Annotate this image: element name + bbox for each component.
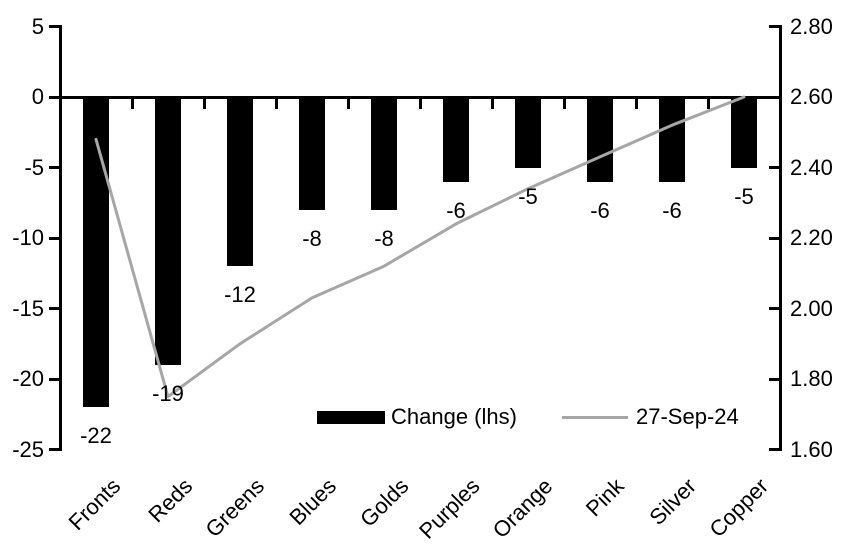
bar-fronts bbox=[83, 98, 109, 408]
bar-purples bbox=[443, 98, 469, 182]
category-boundary-tick bbox=[706, 98, 710, 109]
right-axis-tick-label: 2.80 bbox=[790, 13, 833, 39]
bar-pink bbox=[587, 98, 613, 182]
bar-value-label: -5 bbox=[518, 183, 538, 209]
bar-value-label: -19 bbox=[152, 380, 184, 406]
bar-value-label: -5 bbox=[734, 183, 754, 209]
right-axis-tick bbox=[768, 307, 779, 310]
category-boundary-tick bbox=[346, 98, 350, 109]
right-axis-tick bbox=[768, 95, 779, 99]
bar-value-label: -8 bbox=[374, 225, 394, 251]
category-boundary-tick bbox=[274, 98, 278, 109]
bar-golds bbox=[371, 98, 397, 210]
x-axis-zero-line bbox=[58, 95, 782, 99]
category-boundary-tick bbox=[418, 98, 422, 109]
left-axis-tick bbox=[48, 236, 59, 240]
category-boundary-tick bbox=[202, 98, 206, 109]
line-path bbox=[94, 95, 746, 399]
right-axis-tick-label: 2.00 bbox=[790, 295, 833, 321]
right-axis-tick-label: 2.60 bbox=[790, 84, 833, 109]
left-axis-tick-label: -5 bbox=[24, 154, 44, 180]
bar-value-label: -6 bbox=[446, 197, 466, 223]
right-axis-tick bbox=[768, 377, 779, 381]
legend-line-swatch bbox=[562, 416, 628, 419]
right-axis-tick bbox=[768, 166, 779, 169]
left-axis-line bbox=[58, 25, 62, 451]
category-boundary-tick bbox=[130, 98, 134, 109]
legend-line-label: 27-Sep-24 bbox=[636, 404, 739, 429]
bar-value-label: -22 bbox=[80, 423, 112, 449]
left-axis-tick-label: -20 bbox=[12, 366, 44, 391]
left-axis-tick-label: -10 bbox=[12, 225, 44, 250]
left-axis-tick-label: 0 bbox=[31, 84, 44, 109]
left-axis-tick-label: -15 bbox=[12, 295, 44, 321]
bar-blues bbox=[299, 98, 325, 210]
category-boundary-tick bbox=[490, 98, 494, 109]
right-axis-tick bbox=[768, 236, 779, 240]
left-axis-tick bbox=[48, 307, 59, 310]
bar-silver bbox=[659, 98, 685, 182]
right-axis-tick bbox=[768, 25, 779, 28]
left-axis-tick-label: -25 bbox=[12, 436, 44, 462]
left-axis-tick bbox=[48, 95, 59, 99]
legend-bar-swatch bbox=[317, 411, 385, 424]
category-boundary-tick bbox=[562, 98, 566, 109]
bar-value-label: -6 bbox=[662, 197, 682, 223]
bar-orange bbox=[515, 98, 541, 168]
category-boundary-tick bbox=[634, 98, 638, 109]
left-axis-tick bbox=[48, 448, 59, 451]
legend-bar-label: Change (lhs) bbox=[391, 404, 517, 429]
bar-greens bbox=[227, 98, 253, 267]
left-axis-tick-label: 5 bbox=[31, 13, 44, 39]
right-axis-tick bbox=[768, 448, 779, 451]
left-axis-tick bbox=[48, 377, 59, 381]
bar-value-label: -12 bbox=[224, 282, 256, 308]
right-axis-tick-label: 1.60 bbox=[790, 436, 833, 462]
right-axis-tick-label: 1.80 bbox=[790, 366, 833, 391]
bar-value-label: -6 bbox=[590, 197, 610, 223]
bar-value-label: -8 bbox=[302, 225, 322, 251]
bar-copper bbox=[731, 98, 757, 168]
bar-reds bbox=[155, 98, 181, 365]
right-axis-tick-label: 2.20 bbox=[790, 225, 833, 250]
left-axis-tick bbox=[48, 25, 59, 28]
right-axis-line bbox=[778, 25, 782, 451]
left-axis-tick bbox=[48, 166, 59, 169]
right-axis-tick-label: 2.40 bbox=[790, 154, 833, 180]
